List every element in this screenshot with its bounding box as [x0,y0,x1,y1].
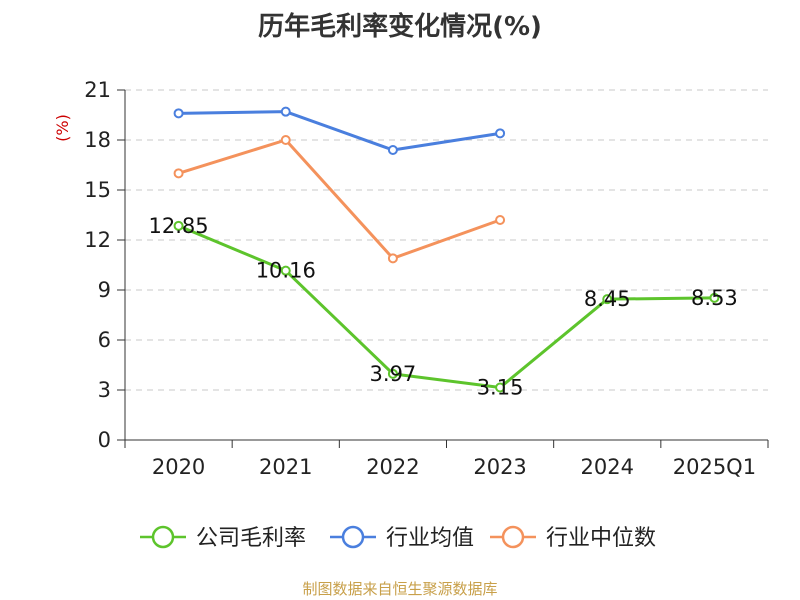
data-point [173,108,184,119]
y-tick-label: 18 [84,128,111,152]
data-point [387,368,398,379]
x-tick-label: 2020 [152,455,205,479]
y-tick-label: 9 [98,278,111,302]
y-tick-label: 21 [84,78,111,102]
chart-title: 历年毛利率变化情况(%) [258,12,542,42]
y-tick-label: 12 [84,228,111,252]
data-point [387,145,398,155]
legend-label: 公司毛利率 [196,526,306,551]
x-tick-label: 2021 [259,455,312,479]
series-line [178,138,501,260]
data-point [495,128,506,139]
data-point [173,220,184,231]
legend-marker [341,525,365,549]
legend: 公司毛利率 行业均值 行业中位数 [140,525,656,551]
series-line [178,224,715,389]
series-layer [173,106,720,393]
legend-item: 公司毛利率 [140,525,306,551]
legend-label: 行业中位数 [546,526,656,551]
x-tick-label: 2023 [473,455,526,479]
x-tick-label: 2025Q1 [673,455,756,479]
data-point [280,106,291,117]
data-label-layer: 12.85 10.16 3.97 3.15 8.45 8.53 [149,214,738,400]
data-label: 10.16 [256,259,316,283]
data-point [280,265,291,276]
data-label: 3.97 [370,362,417,386]
source-note: 制图数据来自恒生聚源数据库 [302,580,498,598]
y-tick-label: 0 [98,428,111,452]
legend-label: 行业均值 [386,526,474,551]
data-point [280,135,291,145]
legend-marker [151,525,175,549]
data-label: 3.15 [477,376,524,400]
y-axis-label: (%) [53,114,72,142]
x-tick-label: 2024 [581,455,634,479]
data-label: 8.53 [691,286,738,310]
legend-item: 行业中位数 [490,525,656,551]
data-point [602,294,613,305]
y-tick-label: 15 [84,178,111,202]
y-tick-label: 6 [98,328,111,352]
y-tick-label: 3 [98,378,111,402]
data-label: 8.45 [584,287,631,311]
data-point [709,292,720,303]
data-point [495,382,506,393]
data-point [387,253,398,264]
data-label: 12.85 [149,214,209,238]
series-line [178,110,501,152]
legend-item: 行业均值 [330,525,474,551]
data-point [495,215,506,225]
data-point [173,168,184,179]
axis-layer: 0 3 6 9 12 15 18 21 (%) 2020 2021 2022 2023 2024 2025Q… [53,78,769,479]
legend-marker [501,525,525,549]
x-tick-label: 2022 [366,455,419,479]
